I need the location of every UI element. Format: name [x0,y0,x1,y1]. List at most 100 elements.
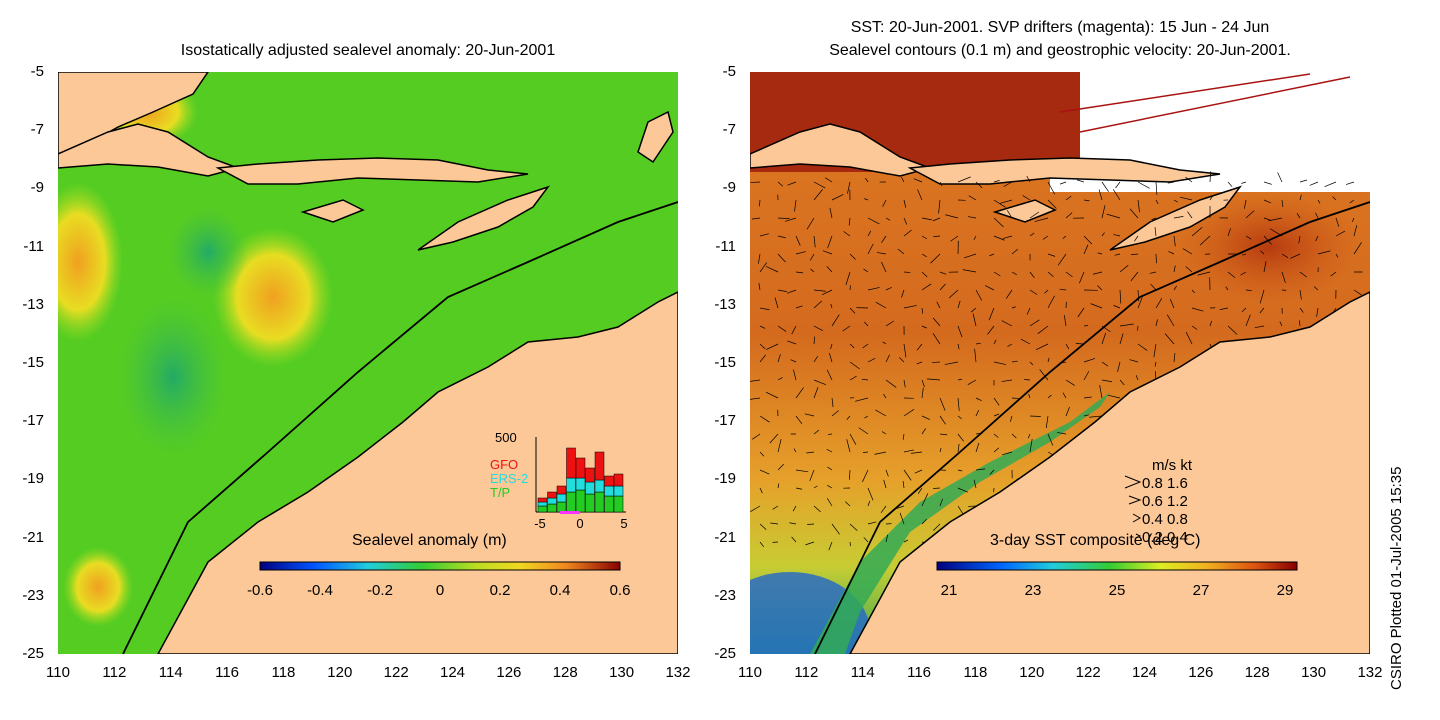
velocity-vector [921,307,924,314]
velocity-vector [813,181,826,189]
velocity-vector [1117,361,1121,372]
velocity-vector [1173,285,1177,291]
velocity-vector [845,501,851,507]
velocity-vector [810,268,815,273]
velocity-vector [881,235,887,243]
velocity-vector [993,413,1000,417]
x-axis-tick-label: 114 [158,664,183,681]
velocity-vector [1242,253,1247,256]
velocity-vector [791,536,797,543]
velocity-vector [1044,289,1049,294]
velocity-vector [1129,208,1139,219]
velocity-vector [939,415,946,425]
velocity-vector [813,289,826,292]
velocity-vector [1042,235,1049,240]
velocity-vector [975,442,980,453]
velocity-vector [824,177,833,183]
velocity-vector [769,433,779,444]
x-axis-tick-label: 122 [383,664,409,681]
velocity-vector [1137,199,1140,213]
velocity-vector [963,253,977,259]
velocity-vector [1130,271,1139,282]
velocity-vector [1098,189,1103,201]
altimeter-track-inset: GFO ERS-2 T/P 500 -5 0 5 [490,430,628,531]
velocity-vector [1330,271,1337,277]
velocity-vector [759,325,766,329]
velocity-vector [795,271,804,274]
velocity-vector [1011,397,1020,399]
velocity-vector [1199,235,1211,246]
velocity-vector [1209,320,1212,327]
inset-histogram-bar [575,477,586,491]
velocity-vector [845,271,851,285]
velocity-vector [939,271,947,275]
velocity-vector [989,253,995,257]
velocity-vector [1134,235,1139,242]
velocity-vector [1151,217,1157,221]
velocity-vector [849,375,857,381]
sst-colorbar-tick: 21 [940,582,958,599]
velocity-vector [1076,179,1085,183]
inset-ymax-label: 500 [495,430,517,445]
velocity-vector [899,512,905,525]
y-axis-tick-label: -25 [714,645,736,662]
velocity-vector [867,487,874,501]
land-timor [417,185,551,251]
velocity-vector [1179,196,1193,201]
velocity-vector [758,253,761,264]
velocity-vector [759,523,767,530]
velocity-vector [1245,314,1251,327]
inset-histogram-bar [594,479,605,493]
velocity-vector [1166,314,1175,327]
velocity-vector [843,231,851,237]
velocity-vector [883,479,887,489]
velocity-vector [1353,242,1362,255]
x-axis-tick-label: 130 [609,664,635,681]
y-axis-tick-label: -7 [30,121,44,139]
y-axis-tick-label: -25 [22,645,44,662]
velocity-vector [1026,175,1031,183]
velocity-key-row: 0.8 1.6 [1142,475,1188,492]
inset-histogram-bar [604,495,614,513]
velocity-vector [1335,217,1340,227]
inset-x-tick: -5 [534,516,546,531]
inset-histogram-bar [585,481,595,495]
y-axis-tick-label: -17 [714,412,736,430]
velocity-vector [1047,394,1052,399]
velocity-vector [975,181,983,189]
x-axis-tick-label: 112 [794,664,819,681]
velocity-vector [759,451,765,457]
velocity-vector [1309,181,1319,186]
velocity-vector [1047,253,1056,257]
x-axis-tick-label: 130 [1301,664,1327,681]
velocity-key-row: 0.6 1.2 [1142,493,1188,510]
velocity-vector [1155,319,1158,327]
velocity-vector [1260,250,1265,255]
velocity-vector [903,305,917,309]
velocity-vector [830,303,833,309]
inset-histogram-bar [566,477,576,493]
velocity-vector [901,289,905,298]
y-axis-tick-label: -15 [22,354,44,371]
velocity-vector [1083,325,1089,327]
velocity-vector [1335,253,1339,258]
velocity-vector [751,217,761,220]
y-axis-tick-label: -23 [22,586,44,604]
velocity-vector [1101,332,1107,345]
sla-high-anomaly [58,182,123,342]
velocity-vector [881,261,887,273]
velocity-vector [1281,271,1286,283]
inset-histogram-bar [585,493,595,513]
velocity-vector [1035,343,1049,350]
velocity-vector [926,378,941,381]
velocity-key: m/s kt 0.8 1.6 0.6 1.2 0.4 0.8 0.2 0.4 [1124,457,1193,546]
velocity-vector [849,469,851,480]
inset-histogram-bar [537,497,548,503]
sst-coastal-cool-band [810,392,1110,654]
velocity-vector [921,283,932,291]
velocity-vector [1020,338,1031,345]
velocity-vector [766,343,779,350]
velocity-vector [881,431,887,435]
velocity-vector [874,451,887,455]
velocity-vector [1119,379,1125,386]
